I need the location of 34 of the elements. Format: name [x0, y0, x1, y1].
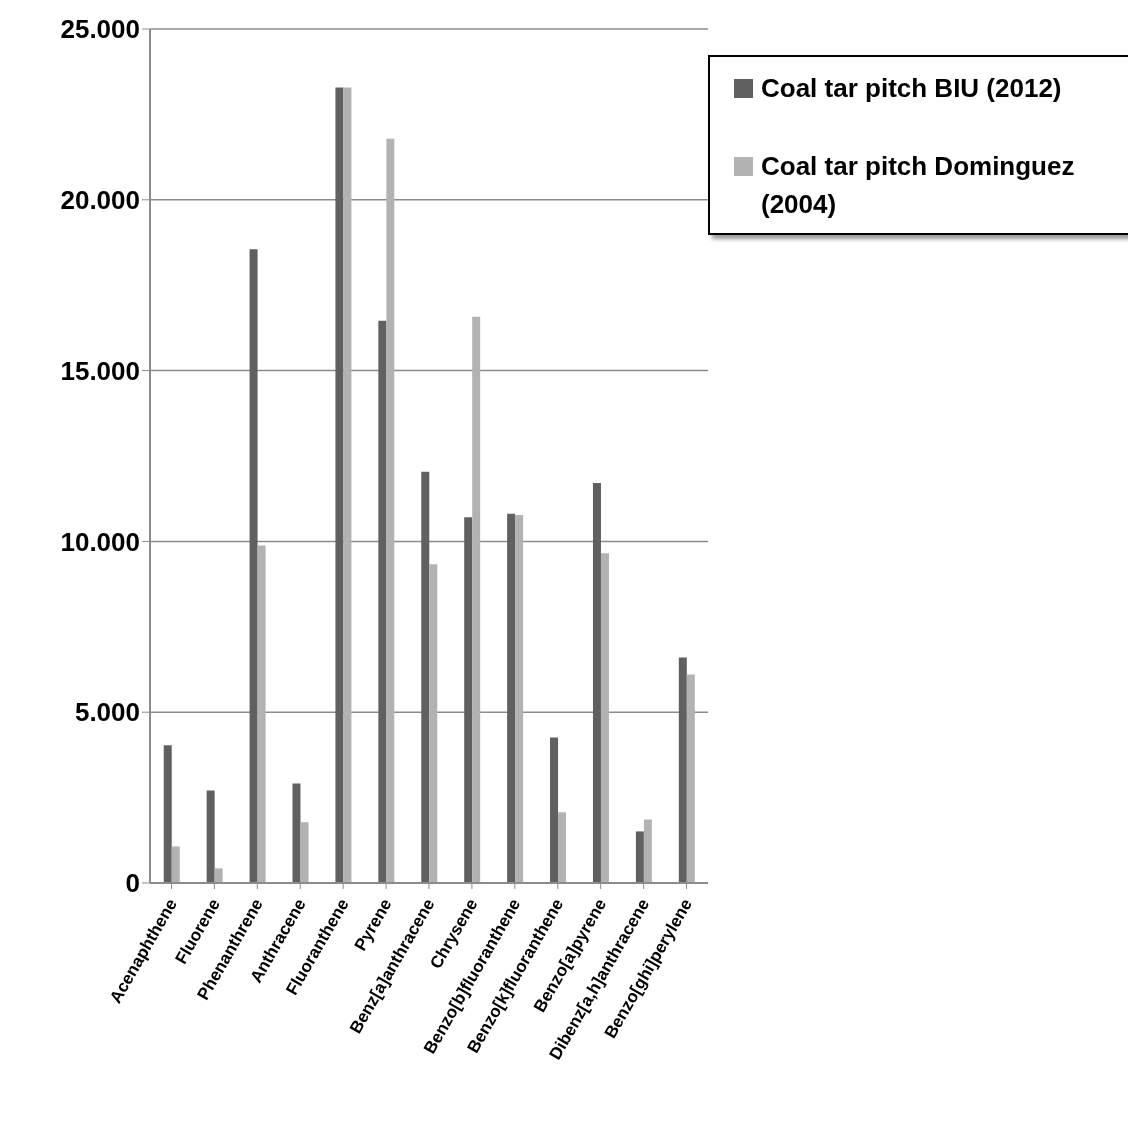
y-tick-label: 0	[125, 868, 140, 899]
bar	[249, 249, 258, 883]
bar	[643, 819, 652, 883]
bar	[515, 515, 524, 883]
bar	[507, 513, 516, 883]
bar	[214, 868, 223, 883]
bar	[635, 831, 644, 883]
bar	[550, 737, 559, 883]
bar	[429, 564, 438, 883]
bar	[686, 674, 695, 883]
bar	[300, 822, 309, 883]
legend-label: Coal tar pitch Dominguez (2004)	[761, 150, 1076, 221]
y-tick-label: 20.000	[60, 185, 140, 216]
bar	[257, 545, 266, 883]
y-tick-label: 5.000	[74, 697, 140, 728]
bar	[558, 812, 567, 883]
y-tick-label: 25.000	[60, 14, 140, 45]
bar	[464, 517, 473, 883]
bar	[335, 87, 344, 883]
y-tick-label: 10.000	[60, 526, 140, 557]
bar	[292, 783, 301, 883]
bar	[600, 553, 609, 883]
bar	[343, 87, 352, 883]
y-tick-label: 15.000	[60, 355, 140, 386]
bar	[386, 138, 395, 883]
bar	[206, 790, 215, 883]
bar	[678, 657, 687, 883]
bar	[472, 316, 481, 883]
bar	[421, 471, 430, 883]
legend-label: Coal tar pitch BIU (2012)	[761, 72, 1063, 105]
bar	[378, 320, 387, 883]
bar	[592, 482, 601, 883]
bar	[163, 745, 172, 883]
bar	[171, 846, 180, 883]
